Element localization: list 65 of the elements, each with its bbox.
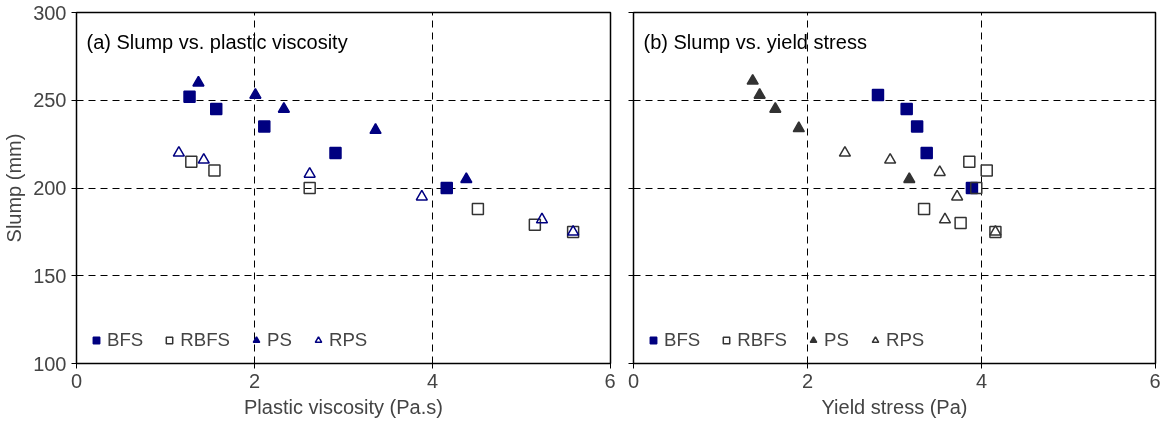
point	[963, 155, 976, 168]
x-tick-label: 4	[975, 369, 988, 392]
y-tick-label: 300	[33, 1, 67, 24]
point	[185, 155, 198, 168]
point	[197, 152, 211, 164]
point	[792, 121, 806, 133]
point	[920, 146, 933, 160]
point	[369, 122, 382, 135]
point	[303, 181, 316, 195]
legend-label: BFS	[107, 329, 144, 351]
point	[871, 88, 885, 102]
point	[192, 75, 205, 87]
point	[208, 164, 221, 177]
point	[535, 212, 549, 224]
y-tick-label: 250	[33, 89, 67, 112]
legend-label: PS	[824, 329, 849, 351]
point	[903, 172, 916, 184]
point	[950, 189, 964, 201]
point	[970, 181, 983, 195]
point	[900, 102, 913, 116]
text: (b) Slump vs. yield stress	[643, 30, 867, 53]
point	[933, 165, 946, 177]
point	[917, 202, 931, 216]
x-tick-label: 6	[1149, 369, 1160, 392]
x-axis-title: Yield stress (Pa)	[821, 395, 968, 418]
point	[460, 172, 473, 184]
x-tick-label: 0	[70, 369, 83, 392]
x-tick-label: 0	[627, 369, 640, 392]
x-axis-title: Plastic viscosity (Pa.s)	[244, 395, 443, 418]
point	[528, 218, 542, 232]
point	[183, 90, 196, 103]
point	[440, 181, 453, 195]
point	[980, 164, 993, 177]
point	[954, 216, 967, 230]
point	[303, 166, 316, 178]
point	[172, 145, 186, 157]
point	[329, 146, 342, 160]
x-tick-label: 4	[426, 369, 439, 392]
legend-label: BFS	[664, 329, 701, 351]
legend-label: RBFS	[737, 329, 788, 351]
point	[746, 73, 759, 85]
legend-label: RPS	[885, 329, 925, 351]
y-tick-label: 150	[33, 264, 67, 287]
text: (a) Slump vs. plastic viscosity	[86, 30, 348, 53]
point	[769, 101, 782, 113]
point	[258, 120, 271, 133]
point	[883, 152, 897, 164]
point	[249, 87, 262, 99]
point	[277, 101, 291, 113]
y-axis-title: Slump (mm)	[3, 133, 26, 243]
y-tick-label: 200	[33, 177, 67, 199]
point	[471, 202, 485, 216]
legend-label: PS	[267, 329, 292, 351]
point	[938, 212, 952, 224]
point	[415, 189, 429, 201]
x-tick-label: 6	[604, 369, 616, 392]
point	[910, 120, 924, 133]
legend-label: RPS	[328, 329, 368, 351]
x-tick-label: 2	[801, 369, 814, 392]
point	[753, 87, 766, 99]
y-tick-label: 100	[33, 352, 67, 375]
point	[209, 102, 223, 116]
point	[838, 145, 852, 157]
legend-label: RBFS	[180, 329, 231, 351]
x-tick-label: 2	[248, 369, 261, 392]
